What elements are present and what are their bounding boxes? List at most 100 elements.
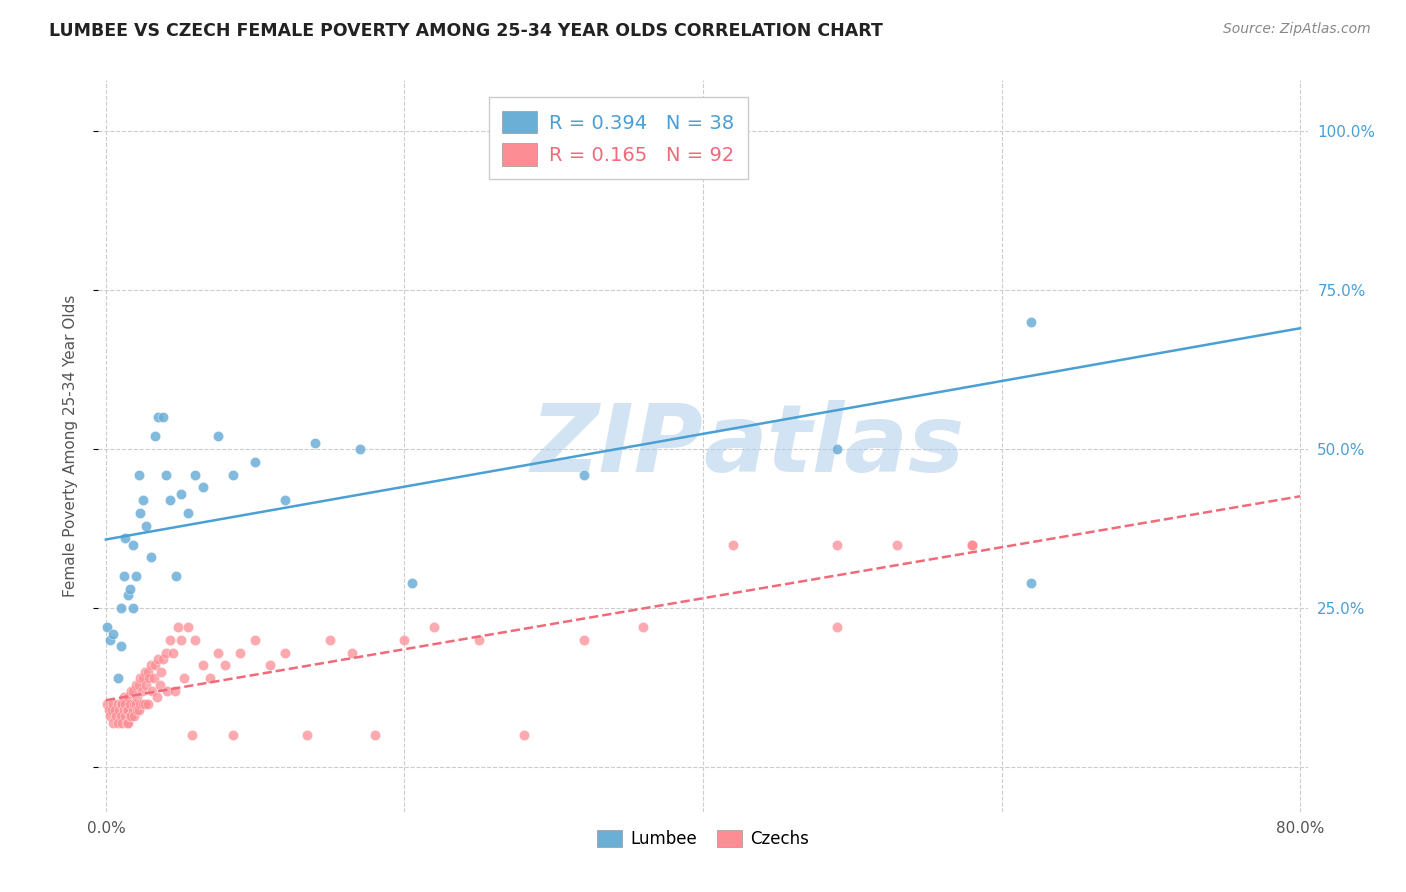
Point — [169, 632, 191, 647]
Point — [110, 709, 132, 723]
Point — [191, 480, 214, 494]
Point — [103, 697, 125, 711]
Point — [136, 697, 159, 711]
Point — [111, 715, 134, 730]
Point — [101, 703, 124, 717]
Point — [520, 124, 543, 138]
Point — [111, 697, 134, 711]
Point — [128, 703, 150, 717]
Point — [105, 709, 128, 723]
Point — [827, 538, 849, 552]
Point — [150, 665, 173, 679]
Point — [121, 601, 143, 615]
Point — [572, 467, 595, 482]
Text: atlas: atlas — [703, 400, 965, 492]
Point — [103, 715, 125, 730]
Point — [121, 684, 143, 698]
Point — [191, 658, 214, 673]
Point — [103, 626, 125, 640]
Point — [138, 671, 160, 685]
Point — [155, 646, 177, 660]
Point — [127, 703, 149, 717]
Point — [134, 697, 156, 711]
Point — [122, 709, 145, 723]
Point — [112, 703, 135, 717]
Point — [401, 575, 423, 590]
Point — [394, 632, 416, 647]
Point — [222, 467, 245, 482]
Point — [141, 684, 163, 698]
Point — [513, 728, 536, 742]
Point — [274, 493, 297, 508]
Point — [121, 538, 143, 552]
Point — [155, 467, 177, 482]
Point — [118, 697, 141, 711]
Point — [304, 435, 326, 450]
Point — [243, 455, 266, 469]
Point — [132, 697, 155, 711]
Text: Source: ZipAtlas.com: Source: ZipAtlas.com — [1223, 22, 1371, 37]
Point — [125, 697, 148, 711]
Point — [243, 632, 266, 647]
Point — [96, 697, 118, 711]
Point — [149, 677, 172, 691]
Point — [159, 632, 181, 647]
Point — [131, 684, 153, 698]
Point — [177, 506, 200, 520]
Point — [97, 703, 120, 717]
Point — [184, 467, 207, 482]
Point — [117, 589, 139, 603]
Point — [274, 646, 297, 660]
Point — [166, 620, 188, 634]
Point — [112, 569, 135, 583]
Point — [136, 665, 159, 679]
Point — [117, 703, 139, 717]
Point — [143, 429, 166, 443]
Point — [827, 442, 849, 457]
Point — [132, 671, 155, 685]
Point — [128, 467, 150, 482]
Point — [114, 697, 136, 711]
Point — [207, 646, 229, 660]
Point — [207, 429, 229, 443]
Point — [960, 538, 983, 552]
Point — [120, 709, 142, 723]
Point — [129, 697, 152, 711]
Point — [572, 632, 595, 647]
Point — [117, 715, 139, 730]
Point — [115, 703, 138, 717]
Point — [173, 671, 195, 685]
Point — [98, 709, 121, 723]
Point — [139, 550, 162, 565]
Point — [117, 690, 139, 705]
Point — [222, 728, 245, 742]
Point — [107, 671, 129, 685]
Point — [960, 538, 983, 552]
Point — [139, 658, 162, 673]
Point — [721, 538, 744, 552]
Point — [115, 715, 138, 730]
Point — [152, 652, 174, 666]
Point — [145, 690, 167, 705]
Point — [129, 671, 152, 685]
Point — [152, 410, 174, 425]
Point — [162, 646, 184, 660]
Point — [229, 646, 252, 660]
Point — [146, 652, 169, 666]
Point — [129, 506, 152, 520]
Point — [127, 690, 149, 705]
Point — [1021, 315, 1043, 329]
Point — [181, 728, 204, 742]
Point — [156, 684, 179, 698]
Point — [468, 632, 491, 647]
Y-axis label: Female Poverty Among 25-34 Year Olds: Female Poverty Among 25-34 Year Olds — [63, 295, 77, 597]
Point — [114, 531, 136, 545]
Point — [114, 709, 136, 723]
Point — [1021, 575, 1043, 590]
Point — [120, 684, 142, 698]
Point — [122, 697, 145, 711]
Point — [214, 658, 236, 673]
Point — [423, 620, 446, 634]
Text: ZIP: ZIP — [530, 400, 703, 492]
Point — [886, 538, 908, 552]
